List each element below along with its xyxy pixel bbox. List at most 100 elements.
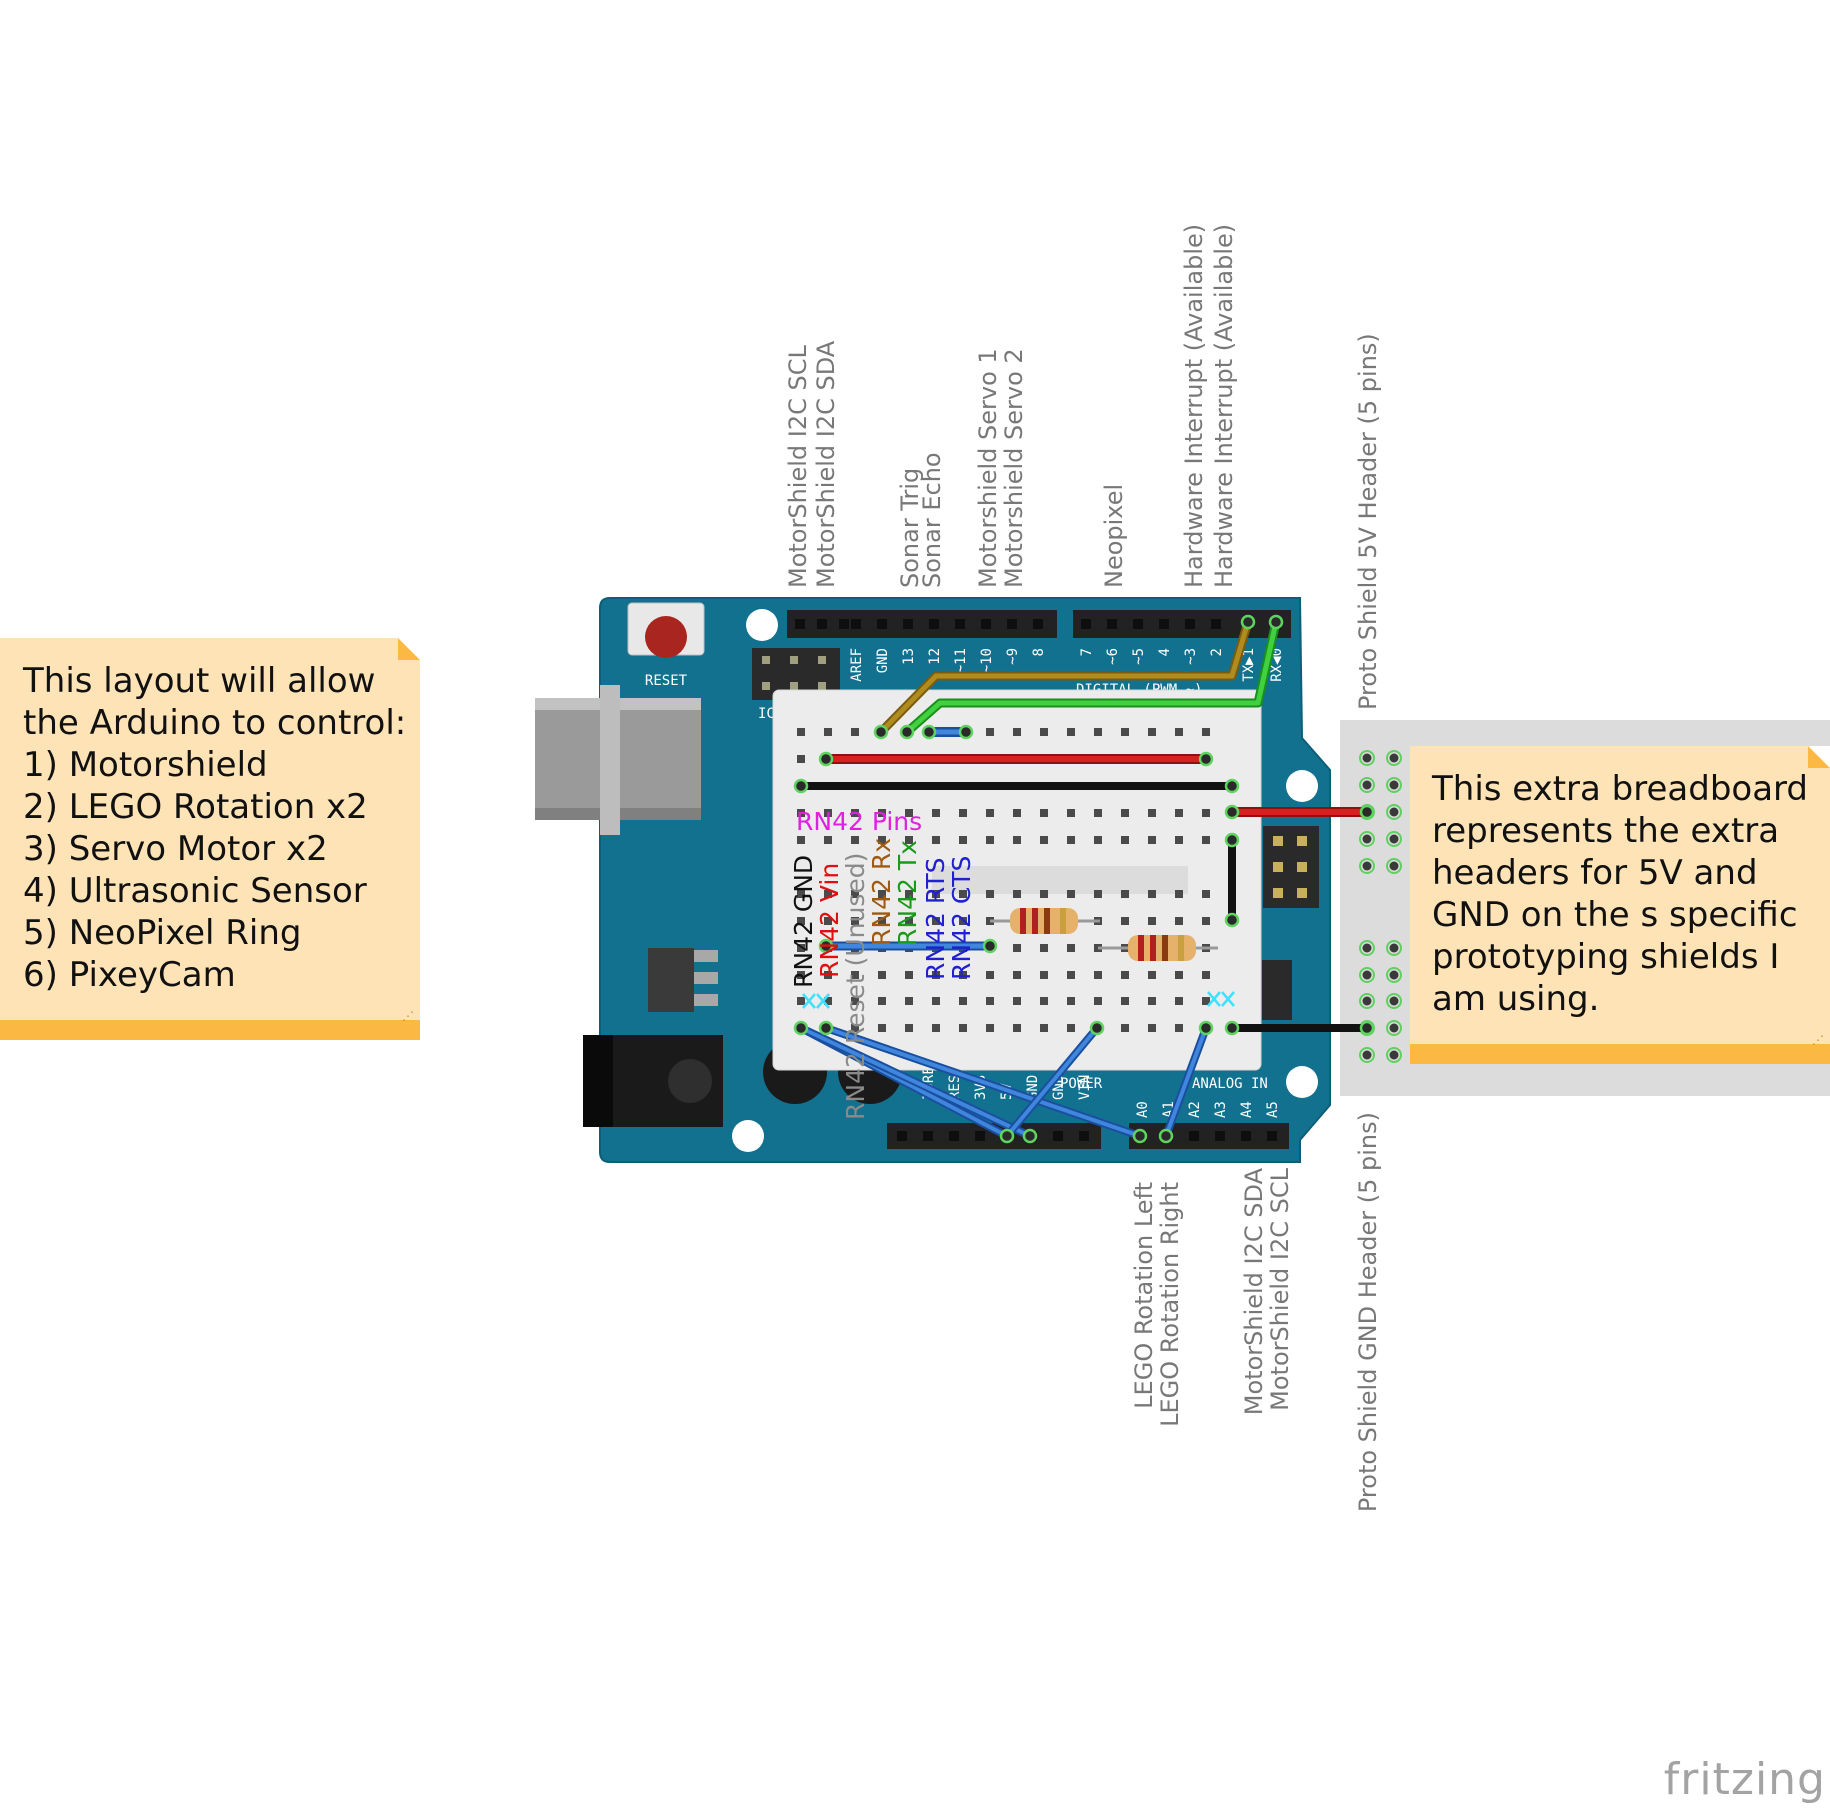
breadboard-hole — [932, 917, 940, 925]
header-pin-label: 12 — [927, 648, 943, 665]
breadboard-hole — [1121, 809, 1129, 817]
header-pin — [817, 619, 827, 629]
breadboard-hole — [1175, 1024, 1183, 1032]
note-left[interactable]: This layout will allow the Arduino to co… — [0, 638, 420, 1040]
breadboard-hole — [959, 917, 967, 925]
wire-end — [1359, 1020, 1375, 1036]
rn42-title: RN42 Pins — [796, 807, 922, 836]
usb-connector — [535, 685, 701, 835]
breadboard-hole — [878, 890, 886, 898]
wire-end — [1359, 804, 1375, 820]
breadboard-hole — [959, 1024, 967, 1032]
header-pin — [903, 619, 913, 629]
header-pin — [1079, 1131, 1089, 1141]
wire-end — [793, 778, 809, 794]
breadboard-hole — [986, 890, 994, 898]
header-pin-label: 2 — [1209, 648, 1225, 656]
note-line: represents the extra — [1432, 811, 1780, 851]
breadboard-hole — [1175, 997, 1183, 1005]
breadboard-hole — [1389, 807, 1399, 817]
wire-end — [1224, 1020, 1240, 1036]
pin-label-top: MotorShield I2C SDA — [812, 340, 840, 588]
breadboard-hole — [824, 997, 832, 1005]
fritzing-logo: fritzing — [1663, 1754, 1826, 1805]
reset-label: RESET — [645, 673, 688, 689]
resistor-1 — [990, 908, 1100, 934]
breadboard-hole — [1362, 996, 1372, 1006]
header-pin — [1107, 619, 1117, 629]
breadboard-hole — [878, 971, 886, 979]
top-pin-labels: MotorShield I2C SCL MotorShield I2C SDA … — [784, 224, 1382, 710]
connected-hole-ring — [1386, 993, 1402, 1009]
pin-label-top: Sonar Trig — [896, 468, 924, 588]
header-pin — [897, 1131, 907, 1141]
wire-green — [904, 619, 1279, 735]
header-pin — [1241, 1131, 1251, 1141]
breadboard-hole — [1175, 917, 1183, 925]
header-pin — [1215, 1131, 1225, 1141]
breadboard-hole — [905, 1024, 913, 1032]
header-pin-label: ~10 — [979, 648, 995, 673]
breadboard-hole — [1362, 861, 1372, 871]
wire-end — [1089, 1020, 1105, 1036]
note-right[interactable]: This extra breadboard represents the ext… — [1410, 746, 1830, 1064]
reset-button[interactable]: RESET — [627, 602, 705, 689]
breadboard-hole — [797, 836, 805, 844]
header-pin — [795, 619, 805, 629]
wire-blue — [824, 1026, 1142, 1138]
resize-grip-icon[interactable]: ⋰ — [402, 1009, 414, 1023]
breadboard-hole — [1389, 780, 1399, 790]
breadboard-hole — [959, 997, 967, 1005]
note-line: 2) LEGO Rotation x2 — [23, 787, 368, 827]
connected-hole-ring — [1359, 1047, 1375, 1063]
wire-end — [1240, 614, 1256, 630]
power-label: POWER — [1060, 1076, 1103, 1092]
breadboard-hole — [1094, 890, 1102, 898]
pin-label-bottom: Proto Shield GND Header (5 pins) — [1354, 1112, 1382, 1512]
breadboard-hole — [1389, 753, 1399, 763]
breadboard-hole — [824, 971, 832, 979]
breadboard-hole — [1040, 997, 1048, 1005]
header-pin — [1133, 619, 1143, 629]
header-pin-label: A5 — [1265, 1101, 1281, 1118]
pin-label-bottom: LEGO Rotation Right — [1156, 1182, 1184, 1427]
header-pin — [975, 1131, 985, 1141]
note-line: headers for 5V and — [1432, 853, 1758, 893]
header-pin-label: VIN — [1077, 1075, 1093, 1100]
breadboard-hole — [932, 1024, 940, 1032]
breadboard-hole — [851, 997, 859, 1005]
note-line: am using. — [1432, 979, 1600, 1019]
breadboard-hole — [1040, 809, 1048, 817]
crystal — [1262, 960, 1292, 1020]
breadboard-hole — [932, 809, 940, 817]
breadboard-hole — [905, 997, 913, 1005]
breadboard-hole — [824, 728, 832, 736]
header-pin — [851, 619, 861, 629]
icsp-label: IC — [758, 706, 775, 722]
pin-label-bottom: LEGO Rotation Left — [1130, 1182, 1158, 1409]
pin-label-top: Proto Shield 5V Header (5 pins) — [1354, 333, 1382, 710]
wire-blue — [799, 1026, 1032, 1138]
header-pin-label: TX▶1 — [1241, 648, 1257, 682]
connected-hole-ring — [1386, 750, 1402, 766]
note-footer-bar — [0, 1020, 420, 1040]
wire-end — [1022, 1128, 1038, 1144]
breadboard-hole — [824, 809, 832, 817]
breadboard-hole — [851, 728, 859, 736]
note-line: prototyping shields I — [1432, 937, 1780, 977]
wire-end — [818, 751, 834, 767]
breadboard-hole — [1040, 836, 1048, 844]
resize-grip-icon[interactable]: ⋰ — [1812, 1033, 1824, 1047]
breadboard-hole — [905, 971, 913, 979]
header-pin — [1185, 619, 1195, 629]
header-pin-label: 13 — [901, 648, 917, 665]
breadboard-hole — [1362, 970, 1372, 980]
connected-hole-ring — [1359, 750, 1375, 766]
breadboard-hole — [1362, 753, 1372, 763]
mount-hole — [746, 609, 778, 641]
wire-end — [1224, 832, 1240, 848]
header-pin — [1211, 619, 1221, 629]
mount-hole — [732, 1120, 764, 1152]
wire-end — [1224, 912, 1240, 928]
wire-end — [1224, 778, 1240, 794]
